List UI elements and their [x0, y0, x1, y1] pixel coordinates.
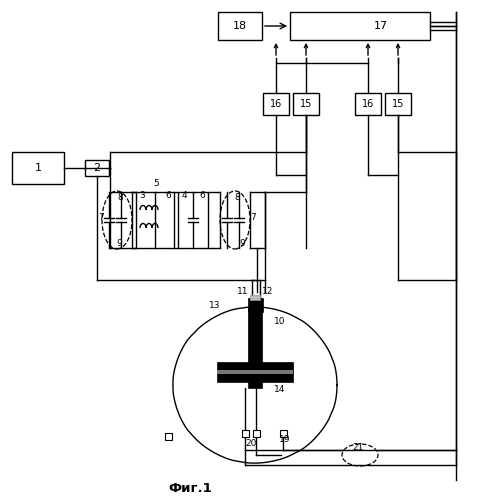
Bar — [12, 152, 64, 184]
Bar — [385, 93, 411, 115]
Text: 5: 5 — [153, 180, 159, 188]
Bar — [253, 430, 260, 437]
Text: 9: 9 — [239, 240, 245, 248]
Text: 10: 10 — [274, 318, 285, 326]
Text: 18: 18 — [233, 21, 247, 31]
Bar — [165, 433, 172, 440]
Bar — [85, 160, 109, 176]
Bar — [290, 12, 430, 40]
Bar — [218, 12, 262, 40]
Text: 8: 8 — [234, 194, 240, 202]
Text: 16: 16 — [270, 99, 282, 109]
Bar — [250, 295, 260, 300]
Text: 15: 15 — [300, 99, 312, 109]
Text: 16: 16 — [362, 99, 374, 109]
Text: 12: 12 — [262, 288, 274, 296]
Bar — [217, 362, 293, 382]
Text: 15: 15 — [392, 99, 404, 109]
Text: 7: 7 — [250, 212, 256, 222]
Bar — [136, 192, 174, 248]
Text: 13: 13 — [209, 300, 221, 310]
Text: 21: 21 — [352, 442, 363, 452]
Bar — [263, 93, 289, 115]
Text: 14: 14 — [274, 386, 285, 394]
Text: Фиг.1: Фиг.1 — [168, 482, 212, 494]
Bar — [280, 430, 287, 437]
Text: 1: 1 — [34, 163, 42, 173]
Text: 7: 7 — [98, 212, 104, 222]
Text: 4: 4 — [181, 192, 187, 200]
Bar — [355, 93, 381, 115]
Text: 9: 9 — [116, 240, 122, 248]
Text: 2: 2 — [93, 163, 100, 173]
Text: 3: 3 — [139, 192, 145, 200]
Text: 6: 6 — [165, 192, 171, 200]
Text: 11: 11 — [237, 288, 249, 296]
Text: 8: 8 — [117, 194, 123, 202]
Bar — [293, 93, 319, 115]
Text: 20: 20 — [245, 440, 256, 448]
Bar — [248, 308, 262, 388]
Text: 17: 17 — [374, 21, 388, 31]
Bar — [178, 192, 208, 248]
Bar — [217, 370, 293, 374]
Text: 6: 6 — [199, 192, 205, 200]
Bar — [242, 430, 249, 437]
Bar — [248, 298, 263, 312]
Text: 19: 19 — [279, 436, 291, 444]
